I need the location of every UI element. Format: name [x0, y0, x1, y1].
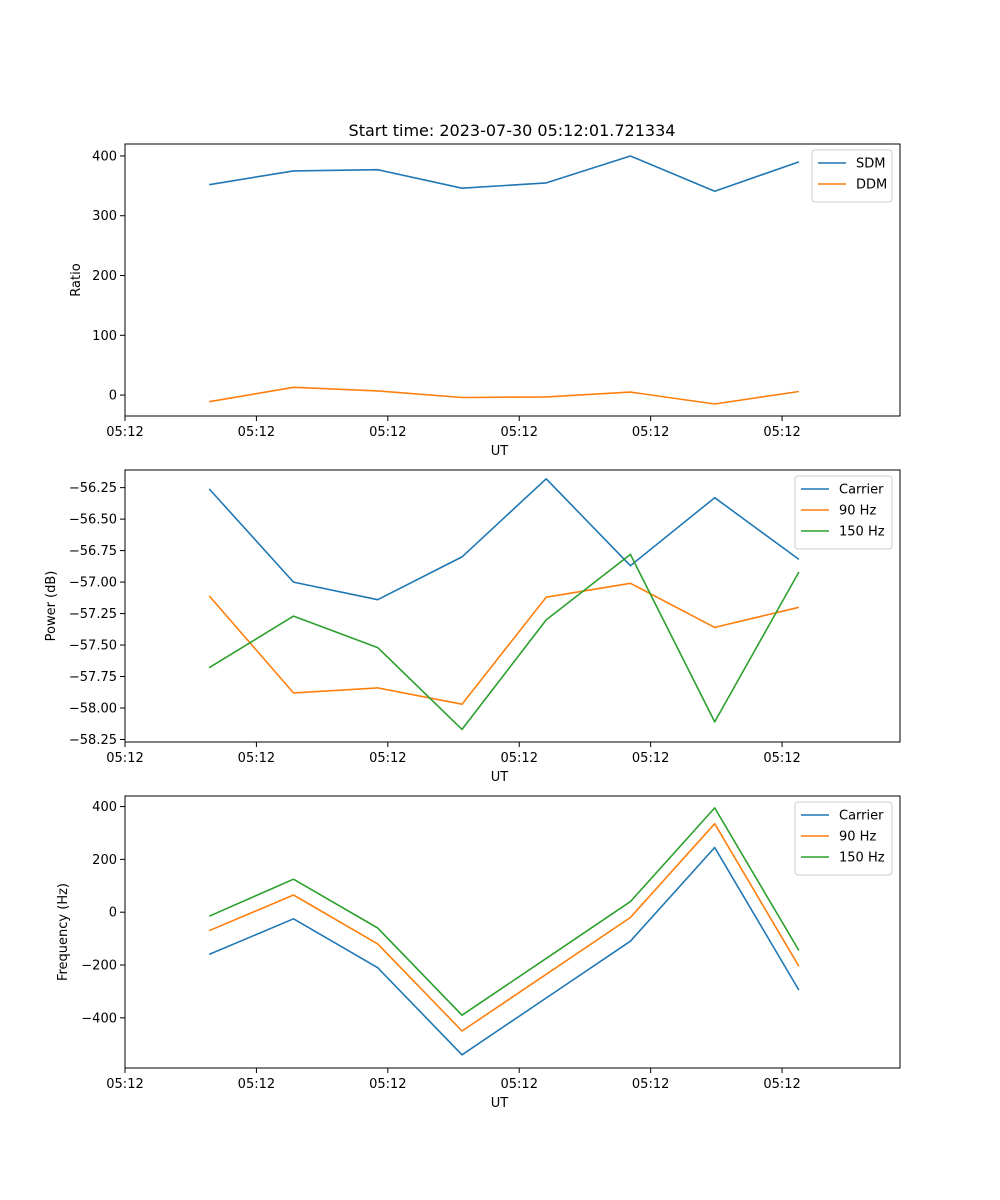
legend: SDM DDM — [811, 149, 893, 203]
y-tick-label: −57.00 — [69, 576, 117, 591]
series-line-90-hz — [208, 582, 800, 706]
x-tick-label: 05:12 — [763, 1077, 800, 1092]
y-tick-label: 0 — [109, 389, 117, 404]
x-tick-label: 05:12 — [501, 425, 538, 440]
y-tick-label: 400 — [92, 800, 117, 815]
y-tick-label: −57.75 — [69, 670, 117, 685]
y-tick-label: −56.50 — [69, 513, 117, 528]
x-tick-label: 05:12 — [238, 425, 275, 440]
x-tick-label: 05:12 — [369, 751, 406, 766]
x-tick-label: 05:12 — [106, 1077, 143, 1092]
y-tick-label: 0 — [109, 906, 117, 921]
y-tick-label: 200 — [92, 269, 117, 284]
x-axis-label: UT — [491, 1096, 509, 1111]
y-tick-label: −56.25 — [69, 481, 117, 496]
legend: Carrier 90 Hz 150 Hz — [794, 801, 893, 876]
x-tick-label: 05:12 — [632, 1077, 669, 1092]
y-axis-label: Ratio — [69, 263, 84, 296]
subplots: 05:12 05:12 05:12 05:12 05:12 05:12 0 100 200 300… — [44, 143, 901, 1111]
legend-label: 90 Hz — [839, 504, 876, 519]
x-tick-label: 05:12 — [369, 1077, 406, 1092]
y-tick-label: −56.75 — [69, 544, 117, 559]
axes-frame — [124, 469, 901, 743]
x-tick-label: 05:12 — [238, 1077, 275, 1092]
y-tick-label: −57.50 — [69, 639, 117, 654]
x-tick-label: 05:12 — [632, 425, 669, 440]
x-tick-label: 05:12 — [501, 1077, 538, 1092]
series-line-150-hz — [208, 553, 800, 731]
y-tick-label: 200 — [92, 853, 117, 868]
y-axis-label: Power (dB) — [44, 571, 59, 642]
series-line-carrier — [208, 846, 800, 1056]
x-tick-label: 05:12 — [238, 751, 275, 766]
y-tick-label: −58.25 — [69, 733, 117, 748]
x-tick-label: 05:12 — [369, 425, 406, 440]
x-tick-label: 05:12 — [632, 751, 669, 766]
series-line-sdm — [209, 155, 800, 192]
series-line-ddm — [209, 386, 800, 405]
legend-label: 90 Hz — [839, 830, 876, 845]
chart-title: Start time: 2023-07-30 05:12:01.721334 — [349, 121, 676, 140]
x-tick-label: 05:12 — [106, 751, 143, 766]
x-axis-label: UT — [491, 444, 509, 459]
x-tick-label: 05:12 — [763, 751, 800, 766]
legend-label: Carrier — [839, 483, 884, 498]
legend: Carrier 90 Hz 150 Hz — [794, 475, 893, 550]
subplot-1: 05:12 05:12 05:12 05:12 05:12 05:12 0 100 200 300… — [69, 143, 901, 459]
legend-label: SDM — [856, 157, 885, 172]
axes-frame — [124, 795, 901, 1069]
y-tick-label: 300 — [92, 209, 117, 224]
legend-label: 150 Hz — [839, 851, 885, 866]
legend-label: Carrier — [839, 809, 884, 824]
x-tick-label: 05:12 — [106, 425, 143, 440]
x-tick-label: 05:12 — [763, 425, 800, 440]
y-tick-label: −57.25 — [69, 607, 117, 622]
series-line-150-hz — [208, 807, 800, 1017]
legend-label: 150 Hz — [839, 525, 885, 540]
legend-label: DDM — [856, 178, 887, 193]
y-tick-label: 100 — [92, 329, 117, 344]
y-tick-label: 400 — [92, 149, 117, 164]
y-tick-label: −58.00 — [69, 702, 117, 717]
subplot-2: 05:12 05:12 05:12 05:12 05:12 05:12 −58.25 −58.… — [44, 469, 901, 785]
x-axis-label: UT — [491, 770, 509, 785]
series-line-90-hz — [208, 822, 800, 1032]
x-tick-label: 05:12 — [501, 751, 538, 766]
series-line-carrier — [208, 477, 800, 601]
y-tick-label: −200 — [81, 959, 117, 974]
subplot-3: 05:12 05:12 05:12 05:12 05:12 05:12 −400 −200 0 2… — [56, 795, 901, 1111]
y-tick-label: −400 — [81, 1011, 117, 1026]
axes-frame — [124, 143, 901, 417]
y-axis-label: Frequency (Hz) — [56, 883, 71, 981]
